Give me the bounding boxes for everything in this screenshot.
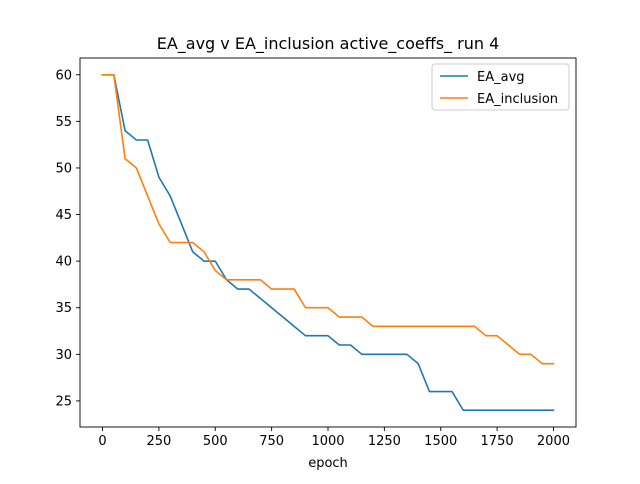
x-tick-label: 1000 [311, 434, 344, 449]
y-tick-label: 30 [55, 348, 72, 363]
x-tick-label: 2000 [537, 434, 570, 449]
chart-title: EA_avg v EA_inclusion active_coeffs_ run… [157, 34, 500, 54]
x-tick-label: 1500 [424, 434, 457, 449]
series-line-ea-inclusion [101, 73, 555, 365]
y-tick-label: 60 [55, 68, 72, 83]
y-tick-label: 35 [55, 301, 72, 316]
x-tick-label: 250 [146, 434, 171, 449]
y-tick-label: 25 [55, 394, 72, 409]
x-tick-label: 500 [203, 434, 228, 449]
y-tick-label: 50 [55, 161, 72, 176]
x-axis-label: epoch [308, 456, 348, 471]
legend-label: EA_avg [477, 70, 525, 85]
x-tick-label: 750 [259, 434, 284, 449]
x-tick-label: 0 [98, 434, 106, 449]
series-line-ea-avg [101, 73, 555, 412]
x-tick-label: 1750 [481, 434, 514, 449]
y-tick-label: 55 [55, 115, 72, 130]
y-tick-label: 45 [55, 208, 72, 223]
y-tick-label: 40 [55, 255, 72, 270]
legend-label: EA_inclusion [477, 92, 558, 107]
x-tick-label: 1250 [368, 434, 401, 449]
legend: EA_avg EA_inclusion [431, 63, 570, 111]
plot-area: 0 250 500 750 1000 1250 1500 1750 2000 25 30 35 40 45… [55, 57, 577, 449]
